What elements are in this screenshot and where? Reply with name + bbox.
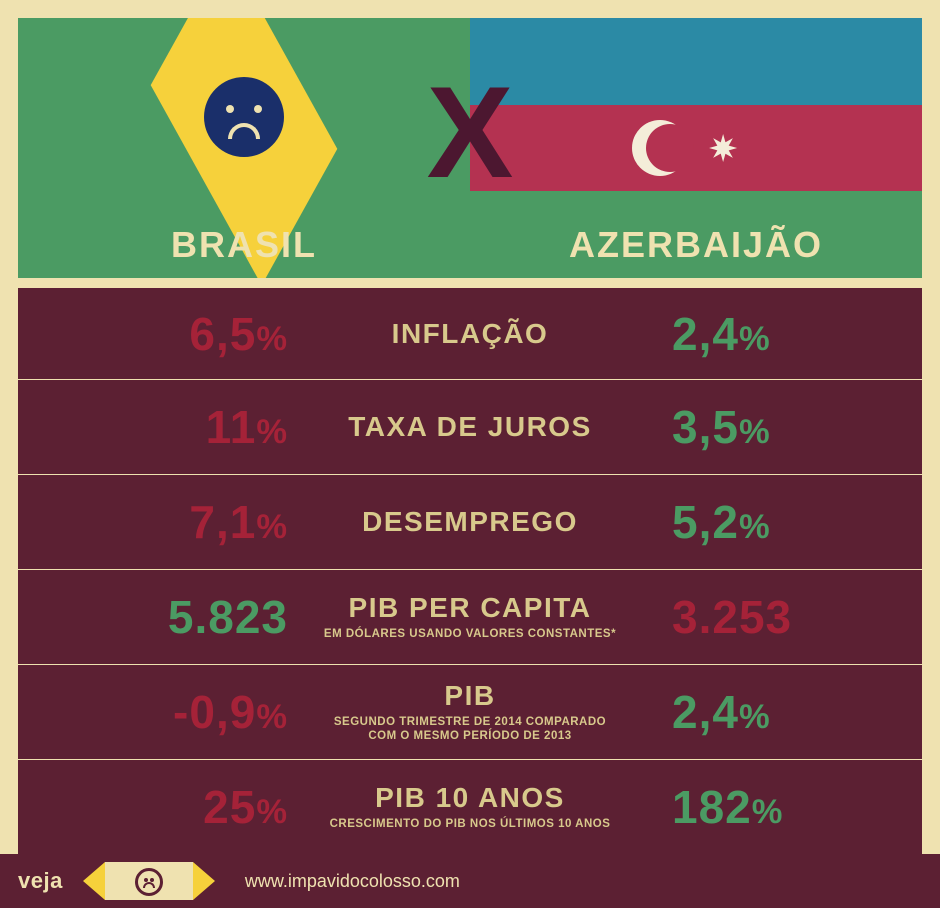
- comparison-row: 6,5% INFLAÇÃO 2,4%: [18, 284, 922, 379]
- value-brasil: 5.823: [58, 590, 288, 644]
- brand-logo: veja: [18, 868, 63, 894]
- metric-label: PIB PER CAPITAEM DÓLARES USANDO VALORES …: [320, 592, 620, 642]
- value-azerbaijao: 5,2%: [652, 495, 882, 549]
- comparison-row: 5.823 PIB PER CAPITAEM DÓLARES USANDO VAL…: [18, 569, 922, 664]
- comparison-row: 25% PIB 10 ANOSCRESCIMENTO DO PIB NOS ÚLT…: [18, 759, 922, 854]
- value-azerbaijao: 182%: [652, 780, 882, 834]
- value-azerbaijao: 3.253: [652, 590, 882, 644]
- value-azerbaijao: 2,4%: [652, 307, 882, 361]
- flag-brasil: BRASIL: [18, 18, 470, 278]
- value-brasil: 7,1%: [58, 495, 288, 549]
- metric-label: TAXA DE JUROS: [320, 411, 620, 443]
- value-brasil: 25%: [58, 780, 288, 834]
- flag-label-left: BRASIL: [18, 224, 470, 266]
- metric-label: DESEMPREGO: [320, 506, 620, 538]
- metric-label: INFLAÇÃO: [320, 318, 620, 350]
- comparison-row: 11% TAXA DE JUROS 3,5%: [18, 379, 922, 474]
- crescent-icon: [632, 120, 688, 176]
- sad-face-small-icon: [135, 868, 163, 896]
- comparison-row: 7,1% DESEMPREGO 5,2%: [18, 474, 922, 569]
- value-azerbaijao: 2,4%: [652, 685, 882, 739]
- flag-azerbaijao: AZERBAIJÃO: [470, 18, 922, 278]
- sad-face-icon: [204, 77, 284, 157]
- flags-header: BRASIL AZERBAIJÃO X: [18, 18, 922, 278]
- footer-bar: veja www.impavidocolosso.com: [0, 854, 940, 908]
- value-azerbaijao: 3,5%: [652, 400, 882, 454]
- footer-url: www.impavidocolosso.com: [245, 871, 460, 892]
- value-brasil: 6,5%: [58, 307, 288, 361]
- value-brasil: -0,9%: [58, 685, 288, 739]
- comparison-rows: 6,5% INFLAÇÃO 2,4% 11% TAXA DE JUROS 3,5% 7,1%…: [18, 284, 922, 854]
- versus-x-icon: X: [427, 57, 514, 207]
- flag-label-right: AZERBAIJÃO: [470, 224, 922, 266]
- badge-icon: [83, 862, 215, 900]
- metric-label: PIBSEGUNDO TRIMESTRE DE 2014 COMPARADO C…: [320, 680, 620, 744]
- comparison-row: -0,9% PIBSEGUNDO TRIMESTRE DE 2014 COMPAR…: [18, 664, 922, 759]
- star-icon: [709, 134, 737, 162]
- metric-label: PIB 10 ANOSCRESCIMENTO DO PIB NOS ÚLTIMO…: [320, 782, 620, 832]
- value-brasil: 11%: [58, 400, 288, 454]
